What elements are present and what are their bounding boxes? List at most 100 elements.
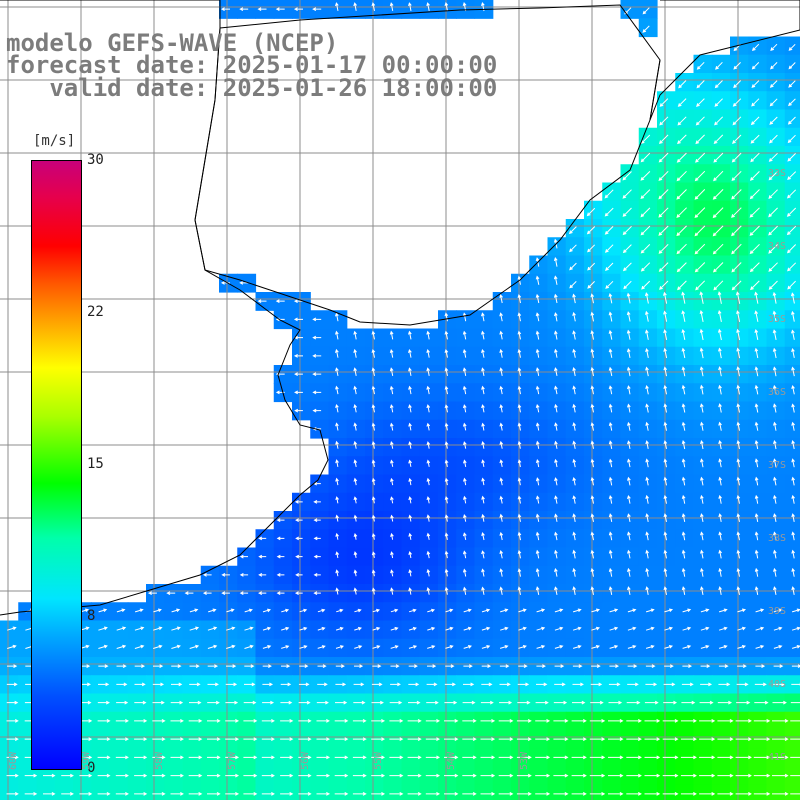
- wind-vector: [696, 80, 705, 89]
- wind-vector: [389, 367, 394, 376]
- wind-vector: [295, 572, 303, 577]
- wind-vector: [262, 626, 272, 631]
- wind-vector: [645, 384, 649, 395]
- speed-cell: [602, 784, 622, 800]
- speed-cell: [730, 784, 749, 800]
- wind-vector: [622, 244, 632, 254]
- wind-vector: [444, 532, 449, 540]
- wind-vector: [663, 421, 668, 431]
- wind-vector: [335, 403, 339, 413]
- wind-vector: [791, 458, 795, 468]
- wind-vector: [718, 645, 728, 649]
- wind-vector: [408, 2, 412, 12]
- wind-vector: [622, 171, 632, 181]
- wind-vector: [408, 626, 417, 631]
- wind-vector: [591, 645, 601, 649]
- wind-vector: [536, 608, 546, 613]
- wind-vector: [262, 645, 272, 649]
- wind-vector: [791, 513, 795, 522]
- wind-vector: [517, 403, 522, 413]
- wind-vector: [590, 348, 595, 358]
- wind-vector: [590, 385, 595, 395]
- wind-vector: [609, 645, 619, 649]
- wind-vector: [335, 330, 339, 340]
- speed-cell: [675, 784, 695, 800]
- colorbar-unit: [m/s]: [33, 133, 76, 149]
- wind-vector: [700, 531, 704, 541]
- wind-vector: [481, 550, 485, 559]
- wind-vector: [676, 152, 687, 163]
- speed-cell: [748, 784, 768, 800]
- wind-vector: [676, 243, 687, 255]
- wind-vector: [718, 567, 722, 577]
- wind-vector: [408, 385, 412, 395]
- wind-vector: [426, 330, 430, 340]
- wind-vector: [572, 531, 576, 541]
- wind-vector: [276, 518, 285, 523]
- wind-vector: [463, 513, 467, 522]
- wind-vector: [389, 404, 394, 413]
- wind-vector: [787, 171, 797, 181]
- wind-vector: [609, 626, 619, 631]
- wind-vector: [627, 645, 637, 649]
- wind-vector: [500, 608, 509, 613]
- colorbar-tick-8: 8: [87, 608, 96, 624]
- wind-vector: [408, 367, 412, 377]
- wind-vector: [426, 385, 431, 395]
- wind-vector: [663, 549, 668, 559]
- wind-vector: [694, 189, 706, 200]
- speed-cell: [255, 784, 275, 800]
- wind-vector: [736, 458, 741, 468]
- speed-cell: [784, 438, 800, 457]
- wind-vector: [608, 549, 613, 559]
- speed-cell: [784, 365, 800, 384]
- wind-vector: [239, 591, 249, 596]
- wind-vector: [372, 608, 381, 613]
- speed-cell: [565, 784, 585, 800]
- speed-cell: [54, 784, 74, 800]
- wind-vector: [554, 549, 558, 559]
- wind-vector: [295, 536, 303, 541]
- wind-vector: [335, 496, 339, 504]
- wind-vector: [335, 645, 344, 649]
- wind-vector: [258, 536, 267, 541]
- wind-vector: [445, 626, 454, 631]
- wind-vector: [535, 330, 540, 340]
- wind-vector: [444, 441, 449, 449]
- speed-cell: [784, 292, 800, 311]
- wind-vector: [590, 311, 595, 322]
- wind-vector: [535, 275, 540, 285]
- wind-vector: [681, 586, 686, 595]
- wind-vector: [171, 644, 181, 649]
- wind-vector: [736, 328, 741, 341]
- speed-cell: [784, 492, 800, 512]
- wind-vector: [754, 476, 759, 486]
- speed-cell: [310, 784, 330, 800]
- wind-vector: [517, 549, 522, 559]
- wind-vector: [608, 421, 613, 431]
- wind-vector: [791, 494, 795, 504]
- wind-vector: [681, 421, 686, 431]
- wind-vector: [499, 312, 503, 322]
- wind-vector: [749, 243, 760, 255]
- wind-vector: [754, 567, 759, 577]
- speed-cell: [511, 784, 530, 800]
- wind-vector: [658, 134, 669, 145]
- valid-date: valid date: 2025-01-26 18:00:00: [6, 74, 498, 102]
- wind-vector: [390, 514, 394, 522]
- wind-vector: [335, 2, 339, 12]
- wind-vector: [754, 366, 759, 377]
- wind-vector: [353, 440, 358, 449]
- wind-vector: [755, 626, 765, 631]
- wind-vector: [518, 626, 527, 631]
- wind-vector: [335, 587, 339, 595]
- wind-vector: [590, 513, 595, 523]
- wind-vector: [572, 586, 576, 595]
- wind-vector: [642, 25, 650, 33]
- wind-vector: [408, 664, 418, 669]
- wind-vector: [608, 385, 613, 395]
- wind-vector: [712, 225, 724, 237]
- speed-cell: [638, 784, 658, 800]
- wind-vector: [791, 531, 795, 541]
- wind-vector: [773, 513, 777, 523]
